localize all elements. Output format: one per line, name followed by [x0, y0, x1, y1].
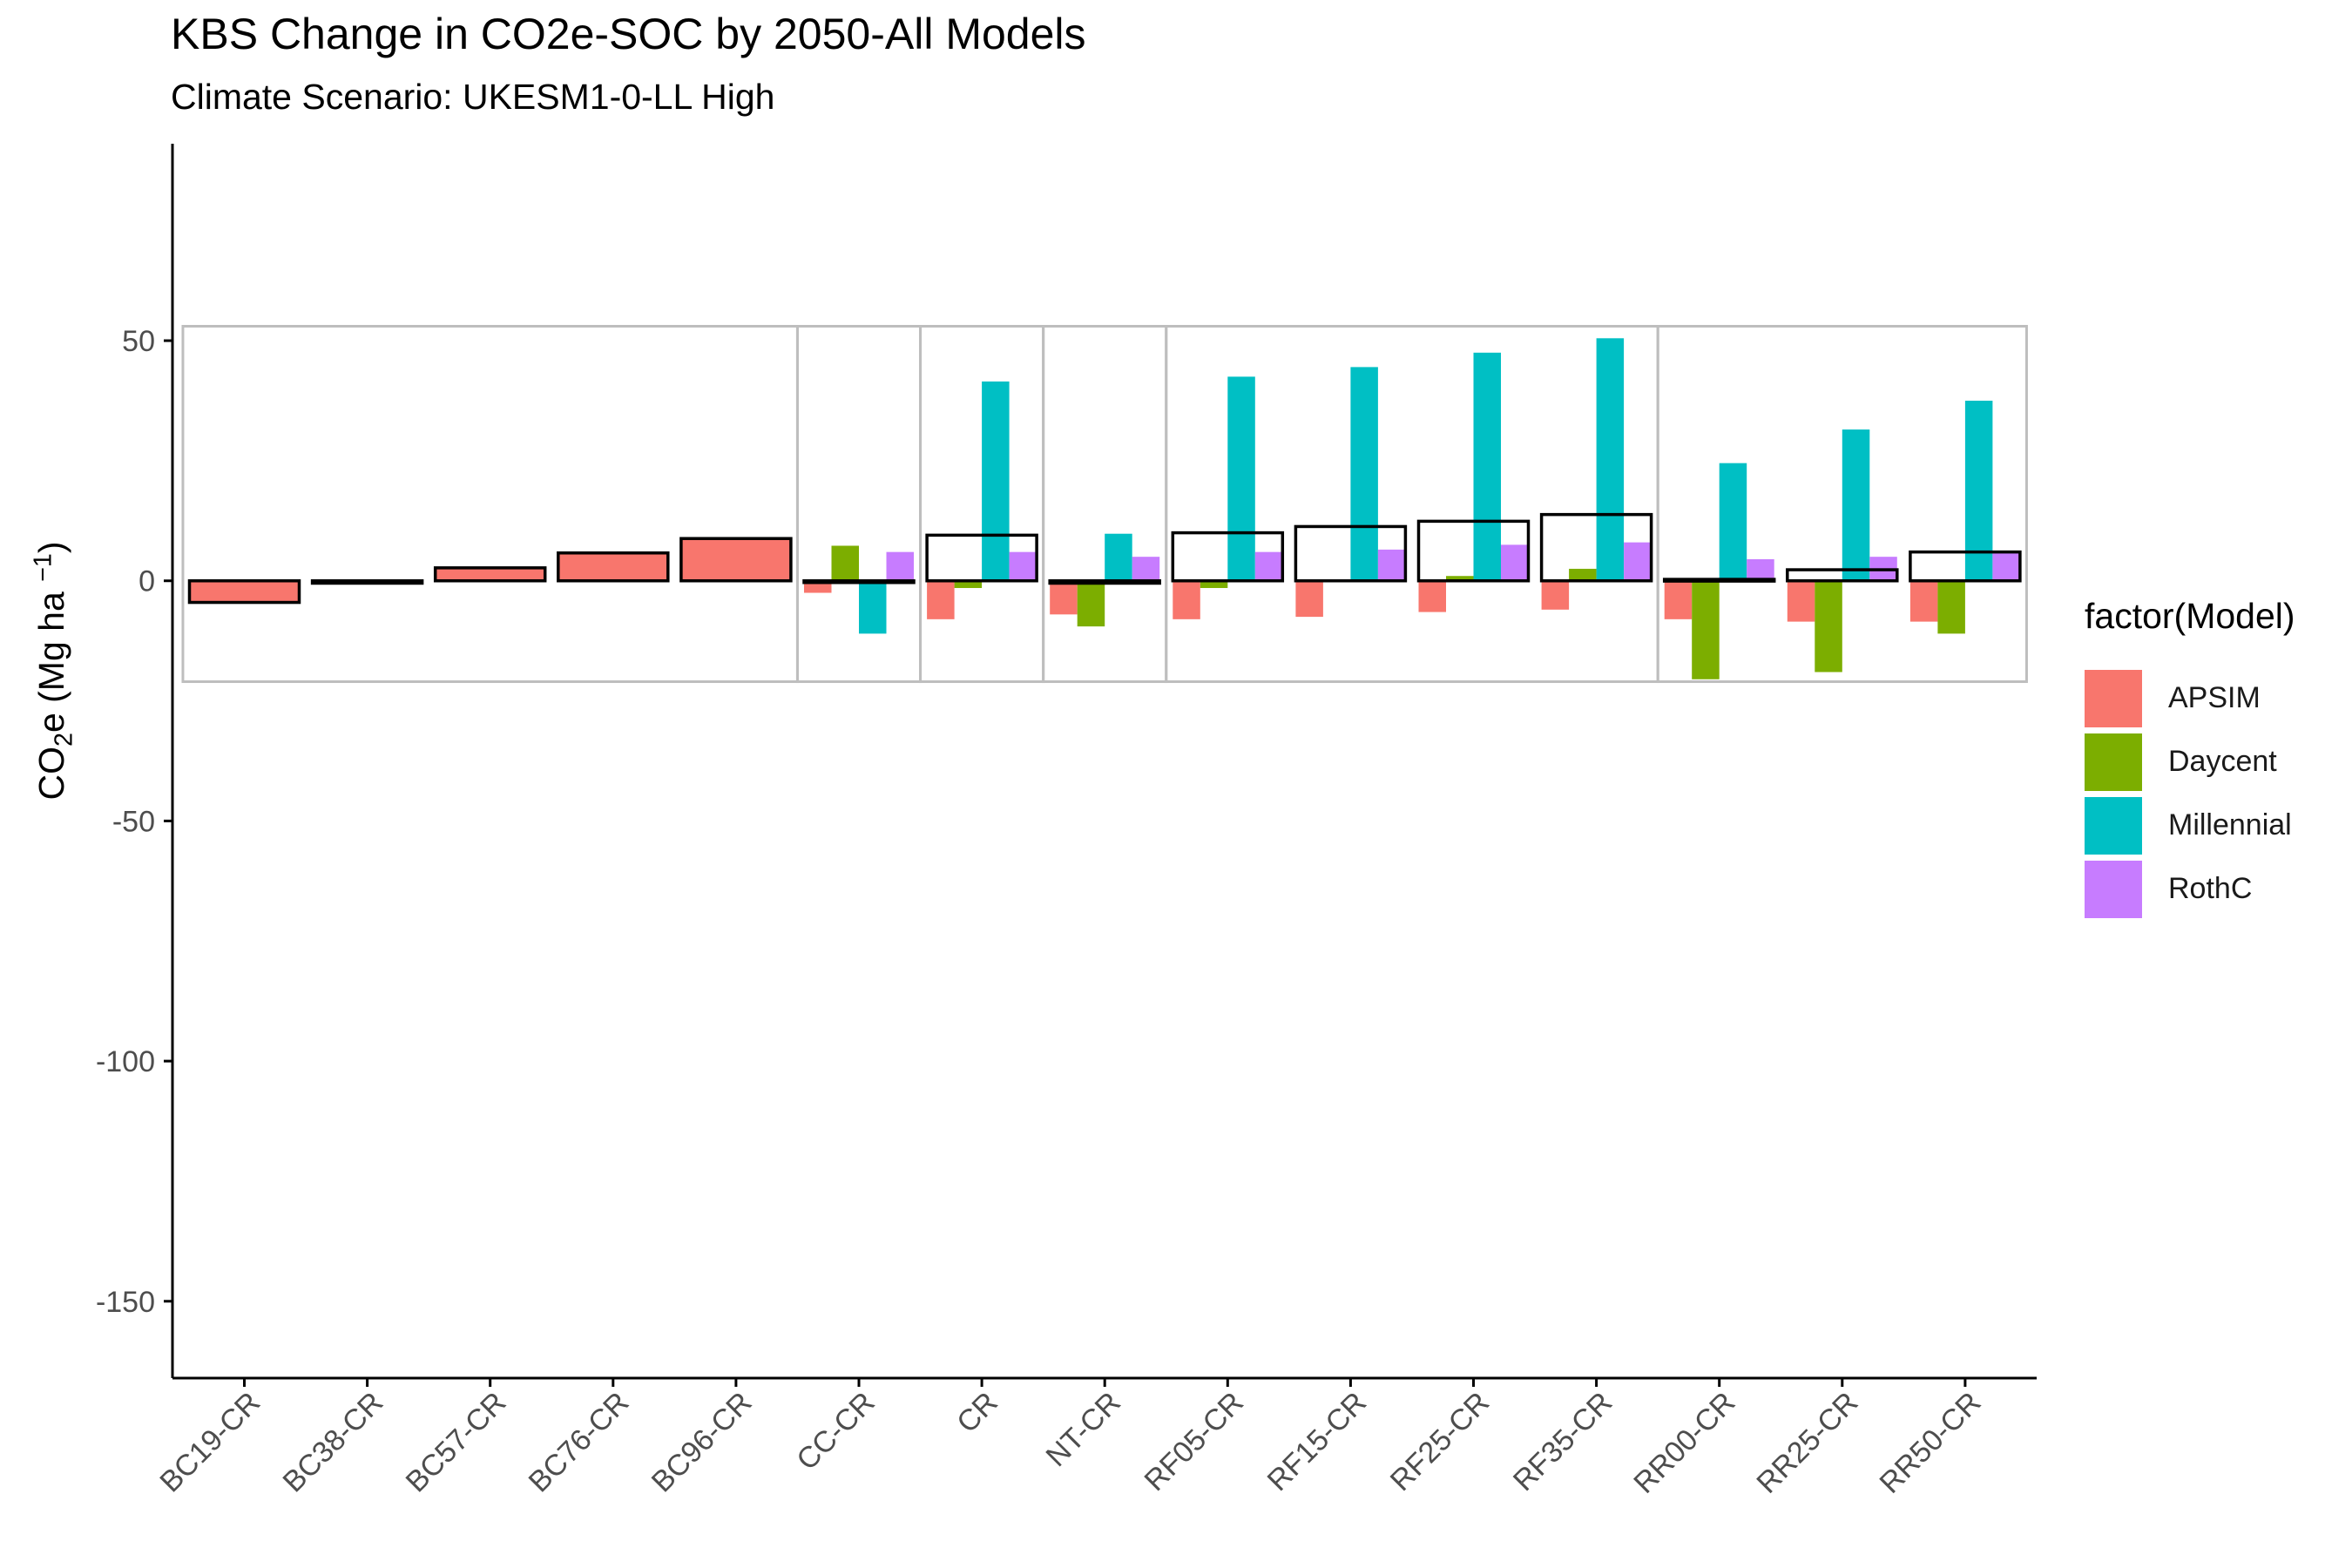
y-tick-label: -50 [112, 805, 155, 838]
legend-key-daycent [2085, 733, 2142, 791]
bar-apsim-rf15-cr [1295, 580, 1323, 618]
bar-millennial-rf25-cr [1473, 352, 1501, 581]
bar-millennial-cc-cr [859, 580, 887, 634]
legend-label-millennial: Millennial [2168, 808, 2292, 841]
mean-bar-bc38-cr [310, 578, 424, 585]
bar-millennial-rr50-cr [1964, 400, 1993, 581]
bar-millennial-cr [982, 381, 1010, 581]
bar-apsim-rf05-cr [1173, 580, 1200, 619]
x-tick-label: CC-CR [790, 1386, 881, 1477]
mean-bar-rr25-cr [1786, 568, 1899, 583]
bar-rothc-nt-cr [1132, 557, 1160, 581]
bar-millennial-rf35-cr [1596, 338, 1625, 581]
bar-millennial-rf15-cr [1350, 367, 1378, 581]
y-axis-label: CO2e (Mg ha −1) [2, 523, 106, 819]
mean-bar-cc-cr [802, 578, 916, 585]
bar-rothc-cr [1009, 551, 1037, 581]
bar-daycent-rf05-cr [1200, 580, 1228, 589]
mean-bar-bc76-cr [557, 551, 670, 583]
group-box-6 [1656, 325, 2028, 684]
bar-daycent-nt-cr [1077, 580, 1105, 627]
bar-apsim-rf35-cr [1541, 580, 1570, 610]
legend-item-millennial: Millennial [2085, 794, 2295, 857]
mean-bar-rr50-cr [1909, 550, 2022, 583]
y-axis-label-units: e (Mg ha [31, 581, 72, 733]
bar-apsim-nt-cr [1050, 580, 1078, 615]
x-tick-label: RF05-CR [1139, 1386, 1250, 1497]
y-tick-label: 0 [139, 565, 155, 598]
bar-rothc-cc-cr [886, 551, 914, 581]
legend-label-rothc: RothC [2168, 872, 2253, 905]
bar-millennial-rr25-cr [1842, 429, 1870, 581]
x-tick-label: NT-CR [1040, 1386, 1127, 1473]
x-tick-label: BC76-CR [523, 1386, 636, 1499]
x-tick-label: RF15-CR [1261, 1386, 1373, 1497]
chart-title: KBS Change in CO2e-SOC by 2050-All Model… [171, 10, 1086, 58]
mean-bar-nt-cr [1048, 578, 1161, 585]
mean-bar-rf05-cr [1171, 531, 1285, 583]
bar-apsim-cr [927, 580, 955, 619]
legend-label-daycent: Daycent [2168, 745, 2277, 778]
bar-apsim-rr50-cr [1909, 580, 1938, 622]
mean-bar-bc57-cr [433, 566, 547, 583]
x-tick-label: RR25-CR [1750, 1386, 1864, 1500]
bar-rothc-rf35-cr [1624, 542, 1652, 581]
bar-rothc-rf05-cr [1254, 551, 1283, 581]
bar-millennial-rr00-cr [1719, 463, 1747, 581]
x-tick-label: RF35-CR [1507, 1386, 1619, 1497]
legend-label-apsim: APSIM [2168, 681, 2261, 714]
legend-item-rothc: RothC [2085, 857, 2295, 921]
chart-subtitle: Climate Scenario: UKESM1-0-LL High [171, 77, 775, 117]
bar-daycent-rf25-cr [1446, 576, 1474, 581]
legend-key-rothc [2085, 860, 2142, 918]
x-tick-label: CR [950, 1386, 1004, 1440]
x-tick-label: RR00-CR [1627, 1386, 1741, 1500]
bar-apsim-rr25-cr [1787, 580, 1815, 622]
x-tick-label: BC57-CR [400, 1386, 513, 1499]
bar-daycent-rf35-cr [1569, 568, 1597, 581]
y-axis-label-superscript: −1 [29, 553, 57, 582]
legend-item-daycent: Daycent [2085, 730, 2295, 794]
y-tick-label: 50 [122, 325, 155, 358]
legend-title: factor(Model) [2085, 596, 2295, 636]
bar-apsim-rr00-cr [1664, 580, 1693, 619]
group-box-4 [1042, 325, 1168, 684]
legend-key-millennial [2085, 796, 2142, 855]
bar-millennial-nt-cr [1105, 533, 1132, 581]
bar-daycent-rr00-cr [1692, 580, 1720, 679]
y-axis-label-subscript: 2 [50, 733, 78, 747]
bar-rothc-rf15-cr [1377, 549, 1406, 581]
y-tick-label: -100 [96, 1045, 155, 1078]
group-box-1 [181, 325, 799, 684]
legend-key-apsim [2085, 669, 2142, 727]
mean-bar-rf35-cr [1539, 512, 1653, 583]
mean-bar-cr [925, 533, 1038, 583]
y-axis-label-close: ) [31, 541, 72, 554]
bar-daycent-cr [954, 580, 983, 589]
bar-daycent-rr50-cr [1937, 580, 1965, 634]
mean-bar-bc19-cr [187, 578, 301, 605]
bar-daycent-cc-cr [831, 545, 859, 581]
mean-bar-rf25-cr [1416, 519, 1531, 583]
mean-bar-rf15-cr [1294, 524, 1408, 583]
x-tick-label: BC19-CR [153, 1386, 267, 1499]
mean-bar-rr00-cr [1662, 578, 1776, 583]
bar-daycent-rr25-cr [1815, 580, 1842, 672]
x-tick-label: RF25-CR [1384, 1386, 1496, 1497]
y-axis-label-main: CO [31, 747, 72, 801]
x-tick-label: RR50-CR [1873, 1386, 1987, 1500]
bar-rothc-rf25-cr [1501, 544, 1529, 581]
bar-apsim-rf25-cr [1418, 580, 1446, 612]
x-tick-label: BC38-CR [277, 1386, 390, 1499]
mean-bar-bc96-cr [679, 537, 793, 583]
bar-rothc-rr00-cr [1747, 558, 1774, 581]
legend-item-apsim: APSIM [2085, 666, 2295, 730]
legend: factor(Model) APSIM Daycent Millennial R… [2085, 596, 2295, 921]
x-tick-label: BC96-CR [645, 1386, 759, 1499]
bar-rothc-rr50-cr [1992, 552, 2020, 581]
bar-millennial-rf05-cr [1227, 376, 1255, 581]
y-tick-label: -150 [96, 1286, 155, 1319]
